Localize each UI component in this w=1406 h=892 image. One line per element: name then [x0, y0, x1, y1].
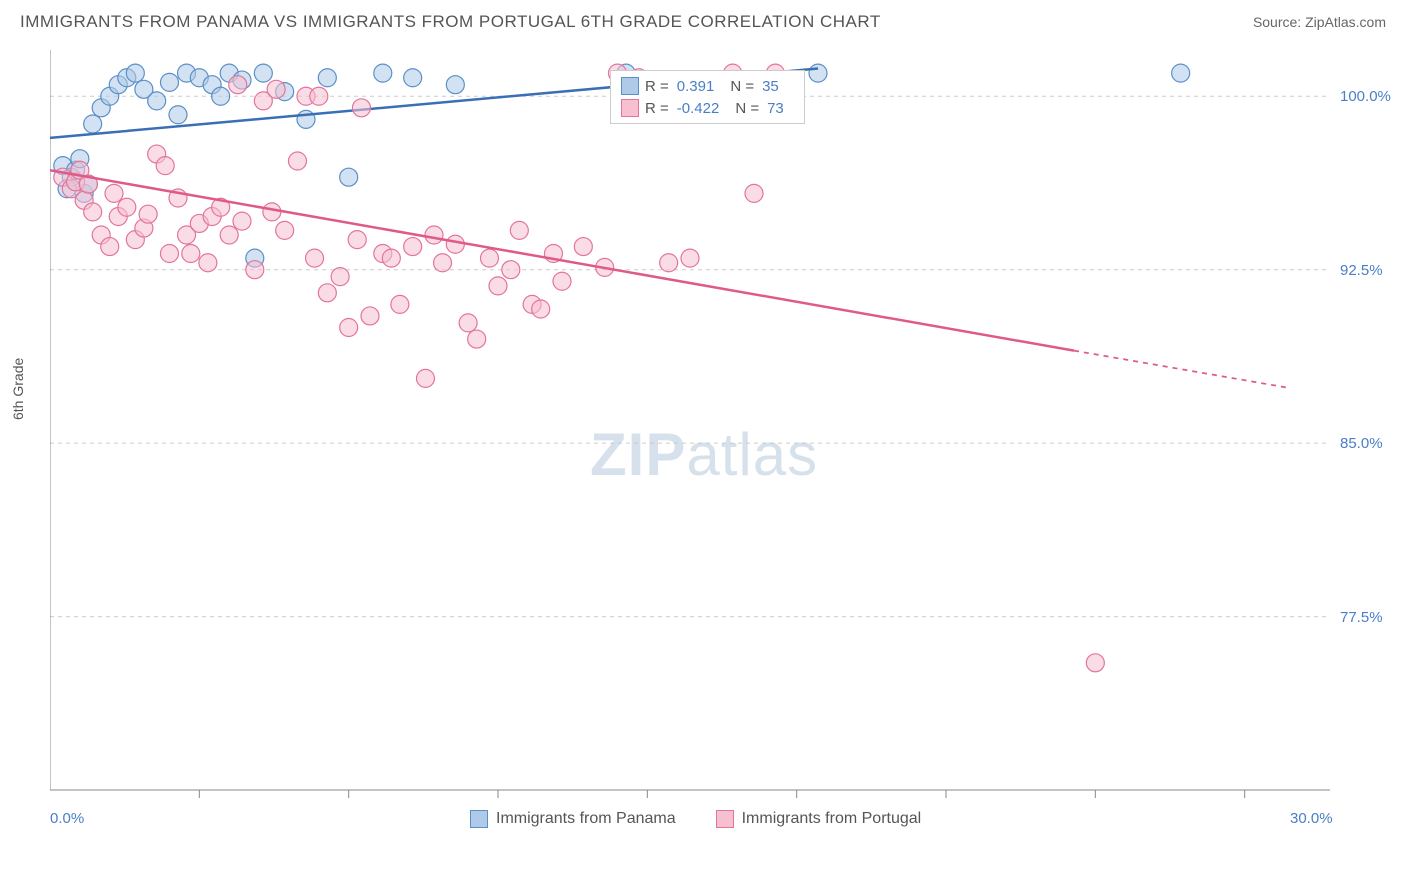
stats-legend: R = 0.391 N = 35 R = -0.422 N = 73 [610, 70, 805, 124]
n-value-portugal: 73 [767, 100, 784, 117]
chart-title: IMMIGRANTS FROM PANAMA VS IMMIGRANTS FRO… [20, 12, 881, 32]
swatch-panama [621, 77, 639, 95]
r-value-panama: 0.391 [677, 78, 715, 95]
chart-area: R = 0.391 N = 35 R = -0.422 N = 73 ZIPat… [50, 50, 1390, 800]
y-tick-label: 100.0% [1340, 88, 1395, 105]
legend-label: Immigrants from Portugal [742, 810, 922, 828]
legend-label: Immigrants from Panama [496, 810, 676, 828]
y-axis-label: 6th Grade [10, 358, 26, 420]
swatch-portugal [621, 99, 639, 117]
swatch-panama [470, 810, 488, 828]
series-legend: Immigrants from Panama Immigrants from P… [470, 810, 921, 828]
r-label: R = [645, 78, 669, 95]
n-value-panama: 35 [762, 78, 779, 95]
y-tick-label: 85.0% [1340, 435, 1395, 452]
scatter-plot [50, 50, 1390, 840]
source-label: Source: ZipAtlas.com [1253, 14, 1386, 30]
legend-item-portugal: Immigrants from Portugal [716, 810, 922, 828]
stats-row-panama: R = 0.391 N = 35 [621, 75, 794, 97]
n-label: N = [730, 78, 754, 95]
y-tick-label: 77.5% [1340, 609, 1395, 626]
r-label: R = [645, 100, 669, 117]
stats-row-portugal: R = -0.422 N = 73 [621, 97, 794, 119]
y-tick-label: 92.5% [1340, 262, 1395, 279]
swatch-portugal [716, 810, 734, 828]
legend-item-panama: Immigrants from Panama [470, 810, 676, 828]
n-label: N = [735, 100, 759, 117]
x-tick-label: 0.0% [50, 810, 84, 827]
x-tick-label: 30.0% [1290, 810, 1333, 827]
r-value-portugal: -0.422 [677, 100, 720, 117]
